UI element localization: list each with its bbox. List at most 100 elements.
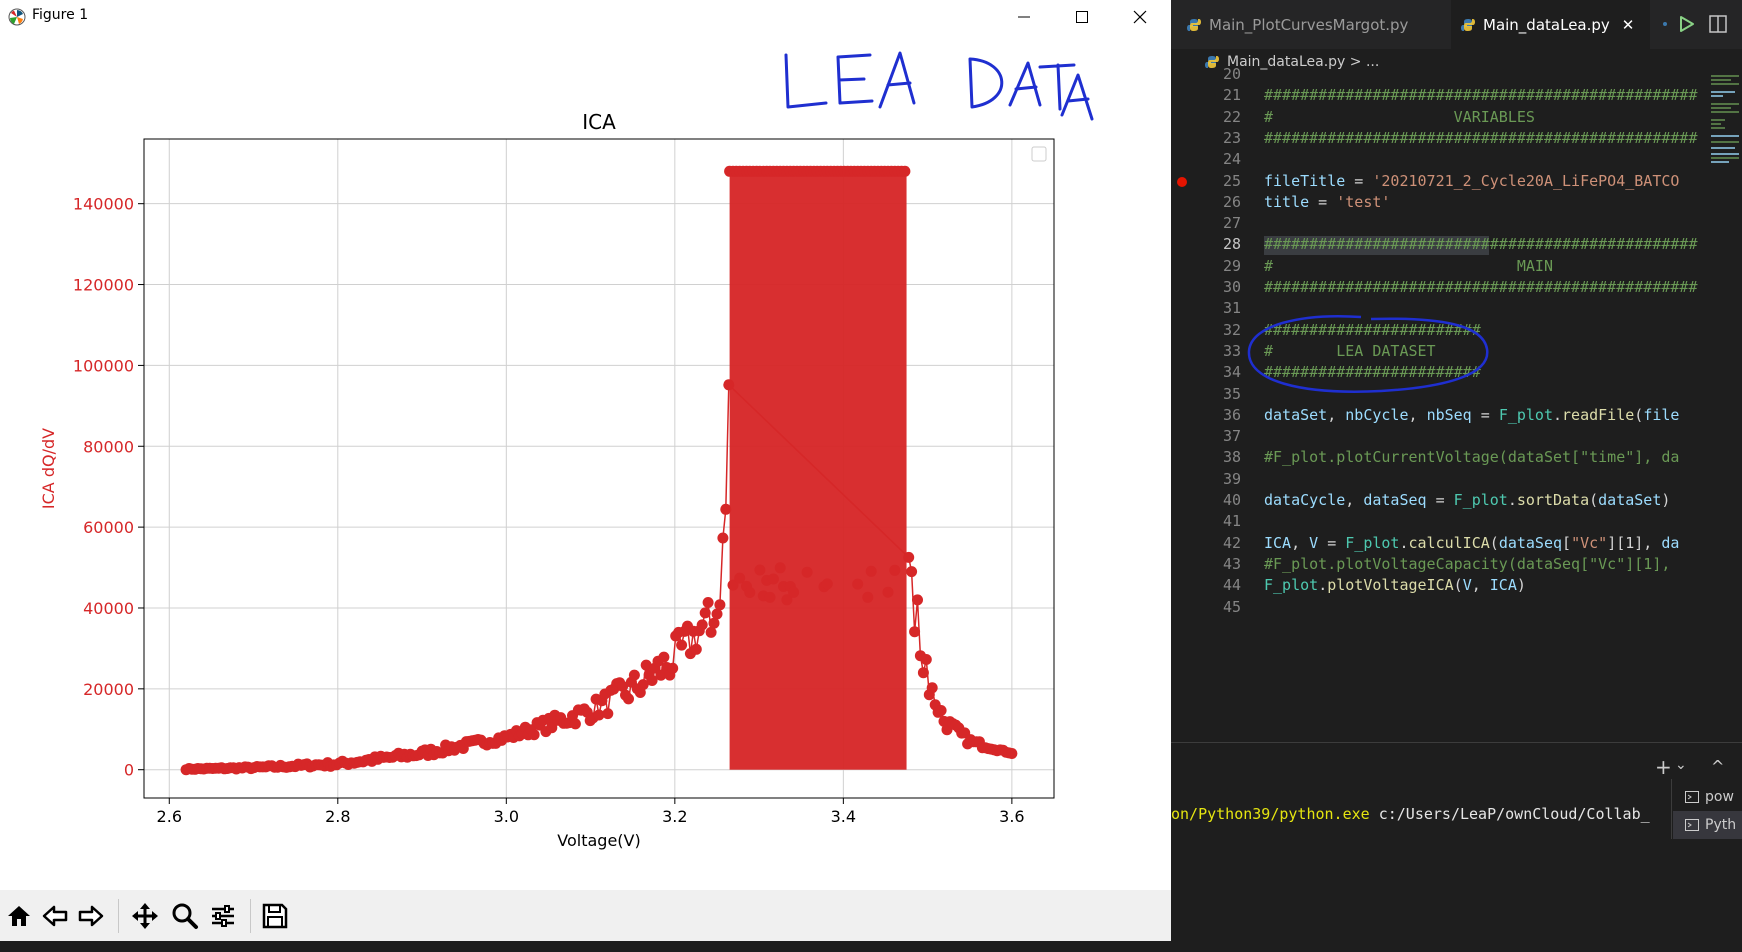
data-point [655, 669, 667, 681]
code-line[interactable]: ######################## [1264, 363, 1481, 382]
terminal-list-divider [1671, 779, 1672, 839]
terminal-dropdown-button[interactable]: ⌄ [1675, 757, 1687, 773]
y-tick-label: 40000 [83, 599, 134, 618]
code-line[interactable]: dataSet, nbCycle, nbSeq = F_plot.readFil… [1264, 405, 1680, 424]
figure-window: Figure 1 [0, 0, 1171, 941]
line-number: 37 [1222, 427, 1241, 446]
editor-tab-bar: Main_PlotCurvesMargot.py Main_dataLea.py… [1171, 0, 1742, 49]
y-tick-label: 100000 [73, 356, 134, 375]
run-button[interactable] [1679, 15, 1695, 37]
data-point [767, 573, 779, 585]
data-point [781, 594, 793, 606]
handwritten-circle-annotation [1247, 314, 1489, 393]
code-line[interactable]: ######################## [1264, 320, 1481, 339]
y-tick-label: 60000 [83, 518, 134, 537]
code-line[interactable]: title = 'test' [1264, 192, 1391, 211]
split-editor-button[interactable] [1709, 15, 1727, 37]
tab-main-plotcurvesmargot[interactable]: Main_PlotCurvesMargot.py [1187, 0, 1408, 49]
terminal-session-python[interactable]: Pyth [1673, 811, 1742, 839]
code-line[interactable]: ########################################… [1264, 278, 1698, 296]
data-point [696, 619, 708, 631]
code-line[interactable]: ########################################… [1264, 235, 1698, 254]
line-number: 32 [1222, 320, 1241, 339]
chart-plot-area [180, 165, 1018, 776]
data-point [935, 705, 947, 716]
data-point [699, 607, 711, 619]
x-tick-label: 2.8 [325, 807, 350, 826]
code-line[interactable]: #F_plot.plotVoltageCapacity(dataSeq["Vc"… [1264, 554, 1671, 573]
data-point [546, 722, 558, 734]
data-point [628, 669, 640, 681]
code-line[interactable]: # LEA DATASET [1264, 341, 1436, 360]
y-tick-label: 140000 [73, 195, 134, 214]
line-number: 20 [1222, 65, 1241, 83]
data-point [909, 626, 921, 638]
y-tick-label: 0 [124, 761, 134, 780]
back-button[interactable] [38, 899, 72, 933]
data-point [640, 659, 652, 671]
data-point [774, 562, 786, 574]
data-point [702, 597, 714, 608]
terminal-output[interactable]: on/Python39/python.exe c:/Users/LeaP/own… [1171, 805, 1650, 823]
x-tick-label: 2.6 [157, 807, 182, 826]
code-line[interactable]: F_plot.plotVoltageICA(V, ICA) [1264, 576, 1526, 595]
code-line[interactable]: # VARIABLES [1264, 107, 1535, 126]
minimize-button[interactable] [999, 0, 1049, 34]
forward-arrow-icon [78, 905, 104, 927]
data-point [862, 591, 874, 603]
line-number: 33 [1222, 341, 1241, 360]
breakpoint-icon[interactable] [1177, 176, 1187, 187]
terminal-panel: + ⌄ ^ on/Python39/python.exe c:/Users/Le… [1171, 743, 1742, 952]
x-axis-label: Voltage(V) [557, 831, 640, 850]
line-number: 43 [1222, 554, 1241, 573]
back-arrow-icon [42, 905, 68, 927]
line-number: 41 [1222, 512, 1241, 531]
new-terminal-button[interactable]: + [1655, 755, 1672, 779]
code-line[interactable]: # MAIN [1264, 256, 1553, 275]
forward-button[interactable] [74, 899, 108, 933]
data-point [717, 532, 729, 544]
close-tab-icon[interactable]: ✕ [1621, 15, 1635, 34]
zoom-button[interactable] [168, 899, 202, 933]
y-tick-label: 80000 [83, 437, 134, 456]
code-line[interactable]: ICA, V = F_plot.calculICA(dataSeq["Vc"][… [1264, 533, 1680, 552]
home-button[interactable] [2, 899, 36, 933]
data-point [690, 643, 702, 655]
data-point [676, 639, 688, 651]
data-point [801, 566, 813, 578]
line-number: 36 [1222, 405, 1241, 424]
maximize-button[interactable] [1057, 0, 1107, 34]
line-number: 34 [1222, 363, 1241, 382]
line-number: 39 [1222, 469, 1241, 488]
data-point [852, 578, 864, 590]
data-point [708, 617, 720, 629]
data-point [637, 679, 649, 691]
terminal-script-path: c:/Users/LeaP/ownCloud/Collab_ [1369, 805, 1650, 823]
save-button[interactable] [258, 899, 292, 933]
breadcrumb[interactable]: Main_dataLea.py > ... [1205, 49, 1379, 75]
data-point [788, 586, 800, 598]
pan-button[interactable] [128, 899, 162, 933]
terminal-session-powershell[interactable]: pow [1673, 783, 1742, 811]
code-line[interactable]: #F_plot.plotCurrentVoltage(dataSet["time… [1264, 448, 1680, 467]
close-button[interactable] [1115, 0, 1165, 34]
code-area[interactable]: 20 21 ####################################… [1171, 65, 1742, 742]
data-point [617, 680, 629, 692]
line-number: 24 [1222, 150, 1241, 169]
maximize-panel-button[interactable]: ^ [1711, 757, 1725, 776]
data-point [727, 579, 739, 591]
code-line[interactable]: fileTitle = '20210721_2_Cycle20A_LiFePO4… [1264, 171, 1680, 190]
home-icon [8, 906, 30, 926]
line-number: 28 [1222, 235, 1241, 254]
split-indicator-icon [1661, 16, 1669, 35]
tab-main-datalea[interactable]: Main_dataLea.py ✕ [1461, 0, 1651, 49]
code-line[interactable]: dataCycle, dataSeq = F_plot.sortData(dat… [1264, 491, 1671, 509]
code-line[interactable]: ########################################… [1264, 86, 1698, 105]
window-title: Figure 1 [32, 7, 89, 23]
configure-subplots-button[interactable] [206, 899, 240, 933]
minimap[interactable] [1709, 75, 1742, 165]
code-editor: Main_PlotCurvesMargot.py Main_dataLea.py… [1171, 0, 1742, 952]
x-tick-label: 3.6 [999, 807, 1024, 826]
data-point [734, 572, 746, 584]
code-line[interactable]: ########################################… [1264, 128, 1698, 147]
